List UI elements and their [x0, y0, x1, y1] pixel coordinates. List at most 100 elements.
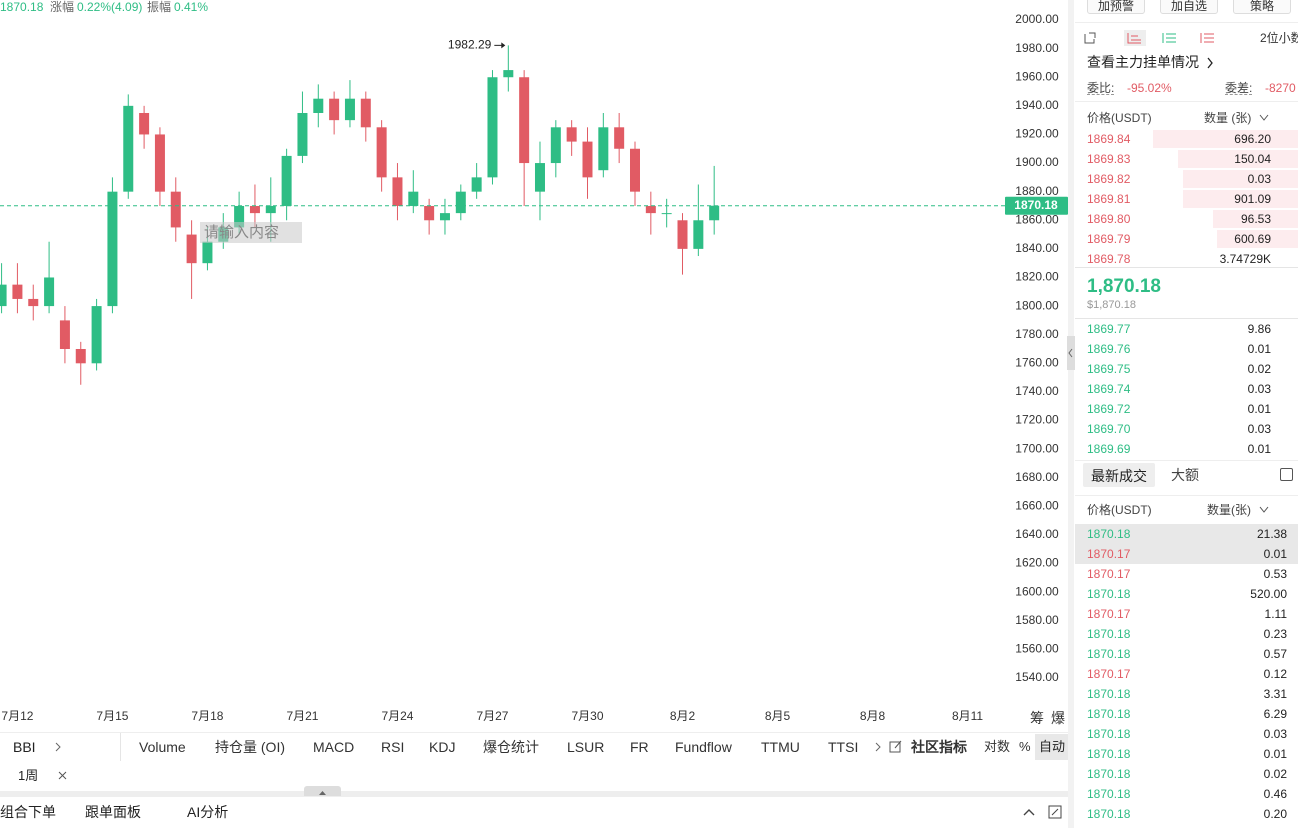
- x-tick-label: 8月11: [952, 709, 983, 723]
- y-tick-label: 1960.00: [1015, 69, 1059, 83]
- candle-body: [392, 177, 403, 206]
- candle-body: [297, 112, 308, 156]
- header-amplitude: 0.41%: [174, 0, 209, 14]
- bid-qty[interactable]: 0.01: [1247, 402, 1271, 416]
- candle-body: [281, 155, 292, 206]
- bid-qty[interactable]: 0.02: [1247, 362, 1271, 376]
- collapse-icon[interactable]: [1022, 806, 1036, 818]
- splitter-handle[interactable]: [304, 786, 341, 796]
- trade-price: 1870.18: [1087, 727, 1131, 741]
- x-tick-label: 7月30: [571, 709, 603, 723]
- bid-qty[interactable]: 9.86: [1247, 322, 1271, 336]
- last-price-label: 1870.18: [1014, 198, 1058, 212]
- indicator-item[interactable]: RSI: [381, 739, 405, 755]
- y-tick-label: 1800.00: [1015, 298, 1059, 312]
- trade-price: 1870.18: [1087, 747, 1131, 761]
- bid-price[interactable]: 1869.70: [1087, 422, 1131, 436]
- ask-price[interactable]: 1869.80: [1087, 212, 1131, 226]
- precision[interactable]: 2位小数: [1260, 31, 1298, 45]
- ask-price[interactable]: 1869.78: [1087, 252, 1131, 266]
- current-indicator[interactable]: BBI: [13, 739, 36, 755]
- sort-icon[interactable]: [1258, 505, 1270, 515]
- chevron[interactable]: [873, 741, 883, 753]
- indicator-item[interactable]: FR: [630, 739, 649, 755]
- y-tick-label: 1660.00: [1015, 499, 1059, 513]
- y-tick-label: 1540.00: [1015, 670, 1059, 684]
- ask-price[interactable]: 1869.79: [1087, 232, 1131, 246]
- bid-qty[interactable]: 0.03: [1247, 382, 1271, 396]
- y-tick-label: 2000.00: [1015, 12, 1059, 26]
- period-tag[interactable]: 1周: [18, 768, 39, 783]
- trade-price: 1870.17: [1087, 547, 1131, 561]
- bid-qty[interactable]: 0.01: [1247, 442, 1271, 456]
- candle-body: [503, 70, 514, 78]
- panel-button[interactable]: 加预警: [1087, 0, 1145, 14]
- sort-icon[interactable]: [1258, 113, 1270, 123]
- ask-price[interactable]: 1869.83: [1087, 152, 1131, 166]
- bid-qty[interactable]: 0.01: [1247, 342, 1271, 356]
- ask-price[interactable]: 1869.81: [1087, 192, 1131, 206]
- bottom-tab[interactable]: 跟单面板: [85, 804, 141, 820]
- large-trades-tab[interactable]: 大额: [1171, 467, 1199, 483]
- header-change-label: 涨幅: [50, 0, 75, 14]
- ask-price[interactable]: 1869.82: [1087, 172, 1131, 186]
- indicator-item[interactable]: Volume: [139, 739, 186, 755]
- panel-button[interactable]: 加自选: [1160, 0, 1218, 14]
- ask-qty[interactable]: 3.74729K: [1219, 252, 1271, 266]
- auto-toggle[interactable]: 自动: [1039, 739, 1066, 754]
- diff: -8270: [1265, 81, 1296, 95]
- bid-qty[interactable]: 0.03: [1247, 422, 1271, 436]
- trade-price: 1870.18: [1087, 527, 1131, 541]
- bottom-tab[interactable]: 组合下单: [0, 804, 56, 820]
- close-icon[interactable]: [58, 771, 67, 780]
- ask-qty[interactable]: 96.53: [1240, 212, 1271, 226]
- percent-toggle[interactable]: %: [1019, 739, 1031, 754]
- last-price-tag: [1005, 196, 1068, 215]
- community-indicators[interactable]: 社区指标: [911, 739, 967, 755]
- ask-qty[interactable]: 150.04: [1234, 152, 1271, 166]
- x-tick-label: 7月15: [96, 709, 128, 723]
- candle-body: [186, 234, 197, 264]
- expand-icon[interactable]: [1048, 805, 1062, 819]
- ask-qty[interactable]: 600.69: [1234, 232, 1271, 246]
- bid-price[interactable]: 1869.74: [1087, 382, 1131, 396]
- checkbox[interactable]: [1280, 468, 1293, 481]
- edit-icon[interactable]: [889, 740, 903, 754]
- candle-body: [202, 241, 213, 264]
- bid-price[interactable]: 1869.72: [1087, 402, 1131, 416]
- depth-bar: [1183, 170, 1298, 188]
- ask-qty[interactable]: 696.20: [1234, 132, 1271, 146]
- indicator-item[interactable]: KDJ: [429, 739, 456, 755]
- candle-body: [519, 77, 530, 164]
- main-orders-link[interactable]: 查看主力挂单情况: [1087, 54, 1199, 70]
- input-box[interactable]: 请输入内容: [200, 222, 302, 243]
- y-tick-label: 1920.00: [1015, 127, 1059, 141]
- order-panel: 加预警 加自选 策略 2位小数 查看主力挂单情况 委比: -95.02% 委差: -…: [1075, 0, 1298, 828]
- liq-tool[interactable]: 爆: [1051, 710, 1065, 726]
- trade-qty: 520.00: [1250, 587, 1287, 601]
- indicator-item[interactable]: MACD: [313, 739, 355, 755]
- bid-price[interactable]: 1869.75: [1087, 362, 1131, 376]
- candle-body: [360, 98, 371, 128]
- bid-price[interactable]: 1869.76: [1087, 342, 1131, 356]
- ask-qty[interactable]: 0.03: [1247, 172, 1271, 186]
- bid-price[interactable]: 1869.69: [1087, 442, 1131, 456]
- indicator-item[interactable]: 爆仓统计: [483, 739, 539, 755]
- bottom-tab[interactable]: AI分析: [187, 804, 229, 820]
- candle-body: [249, 205, 260, 214]
- log-toggle[interactable]: 对数: [984, 739, 1011, 754]
- bid-price[interactable]: 1869.77: [1087, 322, 1131, 336]
- latest-trades-tab[interactable]: 最新成交: [1091, 468, 1147, 484]
- ask-price[interactable]: 1869.84: [1087, 132, 1131, 146]
- panel-button[interactable]: 策略: [1233, 0, 1291, 14]
- indicator-item[interactable]: TTSI: [828, 739, 859, 755]
- indicator-item[interactable]: Fundflow: [675, 739, 732, 755]
- indicator-item[interactable]: TTMU: [761, 739, 800, 755]
- chip-tool[interactable]: 筹: [1030, 710, 1044, 726]
- y-tick-label: 1940.00: [1015, 98, 1059, 112]
- indicator-item[interactable]: LSUR: [567, 739, 605, 755]
- indicator-item[interactable]: 持仓量 (OI): [215, 739, 285, 755]
- side-handle[interactable]: [1067, 336, 1075, 370]
- ask-qty[interactable]: 901.09: [1234, 192, 1271, 206]
